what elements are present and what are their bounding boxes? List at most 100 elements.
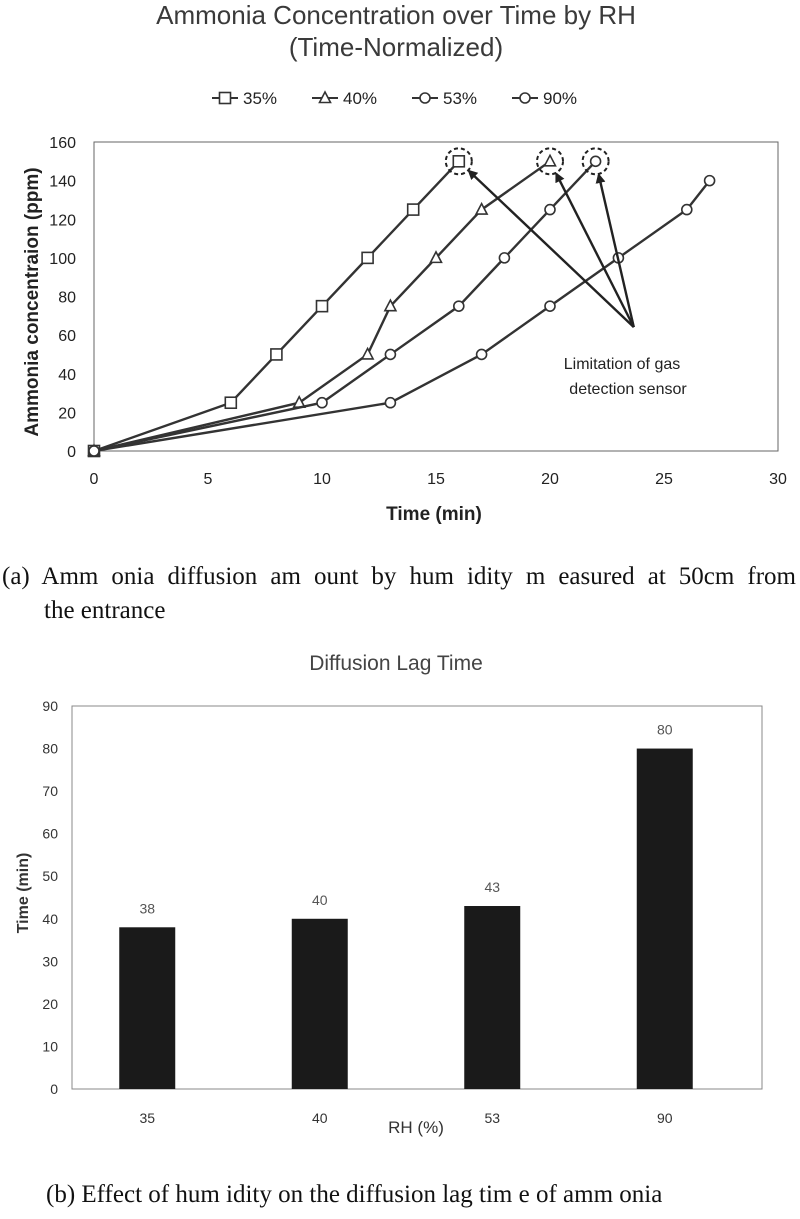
x-tick-label: 10 [313,471,331,488]
chart-title: Ammonia Concentration over Time by RH [156,0,636,30]
legend-marker [218,91,232,105]
x-tick-label: 30 [769,471,787,488]
annotation-arrow [467,169,635,328]
legend-item-90pct: 90% [512,89,577,108]
data-label: 38 [139,900,155,916]
data-point [544,300,556,312]
data-point [383,298,398,312]
y-tick-label: 50 [42,868,58,884]
y-tick-label: 60 [42,826,58,842]
plot-area: 0 10 20 30 40 50 60 70 80 90 38 35 40 40 43 53 80 90 [42,698,763,1126]
data-label: 43 [484,879,500,895]
caption-a-line2: the entrance [44,597,166,624]
legend-label: 53% [443,89,477,108]
figure-caption-b: (b) Effect of hum idity on the diffusion… [46,1181,663,1208]
y-tick-label: 140 [49,174,76,191]
chart-subtitle: (Time-Normalized) [289,32,503,62]
plot-frame [93,141,779,452]
limit-marker-circle [581,147,610,176]
bar-90 [636,748,693,1089]
data-label: 80 [657,722,673,738]
limit-marker-circle [444,147,473,176]
annotation-text-line1: Limitation of gas [564,356,681,373]
y-tick-label: 10 [42,1038,58,1054]
series-90pct [88,174,716,457]
x-tick-label: 53 [484,1110,500,1126]
y-tick-label: 60 [58,328,76,345]
legend-item-40pct: 40% [312,89,377,108]
legend-label: 40% [343,89,377,108]
bar-53 [464,906,521,1089]
y-tick-label: 80 [42,741,58,757]
data-point [543,153,557,167]
bar-35 [119,927,176,1089]
data-point [406,203,420,216]
y-tick-label: 120 [49,212,76,229]
data-label: 40 [312,892,328,908]
annotation-arrow [595,173,635,328]
data-point [384,396,397,409]
data-point [361,251,374,265]
x-tick-label: 25 [655,471,673,488]
x-tick-label: 0 [90,471,99,488]
x-tick-label: 15 [427,471,445,488]
y-tick-label: 100 [49,251,76,268]
y-tick-label: 160 [49,135,76,152]
data-point [452,300,465,312]
data-point [474,201,489,215]
data-point [316,396,328,409]
x-tick-label: 20 [541,471,559,488]
x-axis-label: Time (min) [386,504,482,525]
data-point [475,348,488,361]
y-tick-label: 40 [58,367,76,384]
x-tick-label: 35 [139,1110,155,1126]
legend-label: 35% [243,89,277,108]
figure-caption-a: (a) Amm onia diffusion am ount by hum id… [0,560,800,628]
chart-title: Diffusion Lag Time [309,652,483,675]
series-line [93,160,597,453]
x-tick-label: 90 [657,1110,673,1126]
caption-a-line1: (a) Amm onia diffusion am ount by hum id… [2,563,796,590]
legend-marker [519,92,531,104]
y-axis-label: Time (min) [15,853,32,934]
data-point [452,155,466,168]
y-tick-label: 70 [42,783,58,799]
x-tick-label: 40 [312,1110,328,1126]
plot-frame [71,705,763,1090]
data-point [429,250,443,264]
chart-legend: 35% 40% 53% 90% [212,89,577,108]
y-tick-label: 20 [42,996,58,1012]
legend-label: 90% [543,89,577,108]
y-tick-label: 0 [50,1081,58,1097]
legend-item-35pct: 35% [212,89,277,108]
data-point [680,203,693,216]
y-axis-label: Ammonia concentraion (ppm) [22,167,43,436]
x-axis-label: RH (%) [388,1118,444,1137]
y-tick-label: 40 [42,911,58,927]
annotation-arrow [555,172,635,328]
legend-marker [318,90,332,104]
series-53pct [88,155,602,457]
bar-40 [291,918,348,1089]
limit-marker-circle [536,147,564,176]
y-tick-label: 80 [58,290,76,307]
annotation-text-line2: detection sensor [569,381,687,398]
data-point [544,203,556,216]
series-35pct [87,155,466,458]
series-40pct [87,153,557,457]
data-point [315,299,329,313]
data-point [270,348,283,361]
data-point [224,396,238,410]
data-point [703,174,716,187]
y-tick-label: 0 [67,444,76,461]
sensor-limit-annotation: Limitation of gas detection sensor [444,147,687,398]
x-tick-label: 5 [204,471,213,488]
diffusion-lag-time-chart: Diffusion Lag Time 0 10 20 30 40 50 60 70 80 90 38… [15,652,763,1137]
ammonia-concentration-chart: Ammonia Concentration over Time by RH (T… [22,0,787,525]
data-point [384,348,397,361]
y-tick-label: 90 [42,698,58,714]
plot-area: 0 20 40 60 80 100 120 140 160 0 5 10 15 20 25 30 [49,135,787,488]
data-point [589,155,602,168]
y-tick-label: 20 [58,405,76,422]
data-point [360,346,375,360]
